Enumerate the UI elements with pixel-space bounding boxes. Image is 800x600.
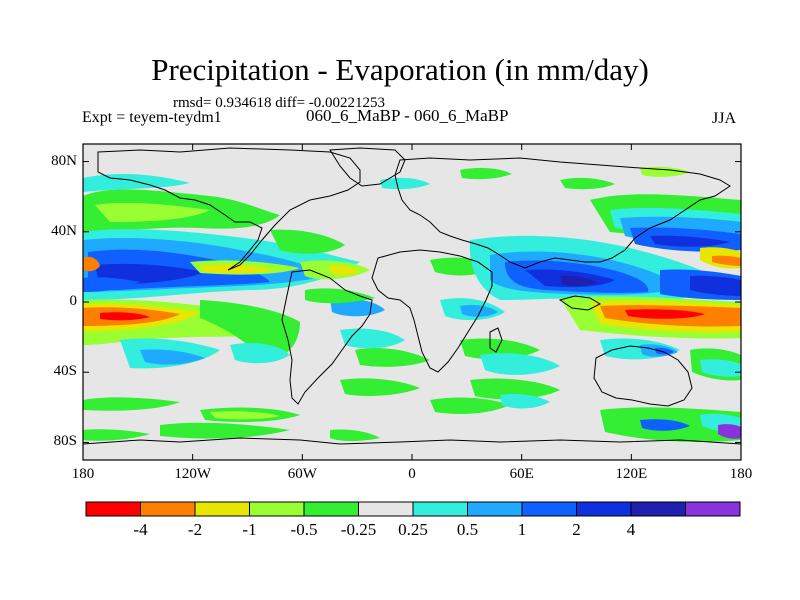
field-patch — [500, 393, 550, 409]
lon-tick-label: 0 — [408, 466, 416, 482]
colorbar-label: -2 — [187, 520, 203, 539]
colorbar-swatch — [521, 501, 577, 517]
colorbar-swatch — [303, 501, 359, 517]
field-patch — [83, 277, 140, 292]
field-patch — [140, 349, 205, 365]
colorbar-swatch — [630, 501, 686, 517]
field-patch — [230, 343, 290, 364]
field-patch — [200, 264, 275, 274]
colorbar-label: -0.5 — [290, 520, 318, 539]
continent-outlines — [83, 147, 741, 445]
field-patch — [700, 359, 741, 377]
precip-evap-field — [83, 144, 741, 460]
lat-tick-label: 40S — [53, 363, 77, 380]
axis-ticks — [82, 144, 742, 460]
field-patch — [83, 173, 190, 192]
field-patch — [210, 411, 280, 420]
field-patch — [200, 300, 300, 360]
lon-tick-label: 120W — [174, 466, 211, 482]
field-patch — [305, 288, 375, 304]
colorbar-label: 0.5 — [456, 520, 479, 539]
field-patch — [460, 167, 512, 180]
colorbar-swatch — [358, 501, 414, 517]
lon-tick-label: 60W — [287, 466, 317, 482]
field-patch — [470, 378, 560, 400]
coast-madagascar — [489, 327, 503, 353]
lat-tick-label: 0 — [69, 293, 78, 309]
field-patch — [655, 347, 674, 355]
field-patch — [83, 397, 180, 411]
season-label: JJA — [712, 110, 737, 127]
field-patch — [718, 424, 741, 439]
colorbar-swatch — [140, 501, 196, 517]
lon-tick-label: 180 — [729, 466, 753, 482]
field-patch — [690, 275, 741, 296]
coast-greenland — [329, 147, 406, 187]
colorbar — [85, 501, 741, 517]
colorbar-label: 4 — [626, 520, 636, 539]
lon-tick-label: 60E — [509, 466, 534, 482]
field-patch — [355, 348, 430, 367]
field-patch — [625, 309, 705, 319]
colorbar-label: 1 — [517, 520, 527, 539]
field-patch — [560, 177, 615, 190]
rmsd-diff-stats: rmsd= 0.934618 diff= -0.00221253 — [173, 95, 386, 111]
field-patch — [160, 422, 290, 439]
run-subtitle: 060_6_MaBP - 060_6_MaBP — [306, 106, 509, 125]
colorbar-swatch — [194, 501, 250, 517]
coast-indonesia — [558, 295, 602, 311]
colorbar-swatch — [85, 501, 141, 517]
field-patch — [380, 177, 430, 190]
field-patch — [83, 256, 100, 272]
colorbar-label: 0.25 — [398, 520, 428, 539]
coast-antarctica — [83, 437, 741, 445]
field-patch — [340, 328, 405, 349]
field-patch — [430, 397, 510, 414]
field-patch — [100, 312, 150, 321]
field-patch — [95, 202, 210, 222]
colorbar-swatch — [412, 501, 468, 517]
coast-europe-asia — [394, 157, 731, 269]
field-patch — [330, 429, 380, 441]
field-patch — [330, 265, 360, 275]
field-patch — [340, 378, 420, 396]
field-patch — [460, 304, 498, 317]
chart-title: Precipitation - Evaporation (in mm/day) — [151, 52, 649, 87]
field-patch — [650, 235, 730, 247]
field-patch — [460, 338, 540, 360]
field-patch — [560, 275, 598, 287]
field-patch — [83, 429, 150, 441]
colorbar-swatch — [249, 501, 305, 517]
coast-africa — [371, 249, 493, 373]
colorbar-swatch — [685, 501, 741, 517]
coast-north-america — [97, 147, 361, 271]
field-patch — [480, 353, 560, 375]
colorbar-label: -4 — [133, 520, 148, 539]
lon-tick-label: 120E — [615, 466, 648, 482]
colorbar-swatch — [467, 501, 523, 517]
colorbar-swatch — [576, 501, 632, 517]
colorbar-label: -0.25 — [340, 520, 377, 539]
field-patch — [712, 255, 741, 266]
lat-tick-label: 40N — [51, 222, 77, 239]
field-patch — [270, 229, 345, 254]
lat-tick-label: 80S — [53, 433, 77, 450]
colorbar-label: -1 — [242, 520, 257, 539]
coast-australia — [593, 345, 693, 407]
lat-tick-label: 80N — [51, 152, 77, 169]
colorbar-label: 2 — [572, 520, 581, 539]
coast-south-america — [281, 269, 373, 405]
lon-tick-label: 180 — [71, 466, 95, 482]
field-patch — [640, 419, 690, 431]
experiment-label: Expt = teyem-teydm1 — [82, 109, 222, 126]
